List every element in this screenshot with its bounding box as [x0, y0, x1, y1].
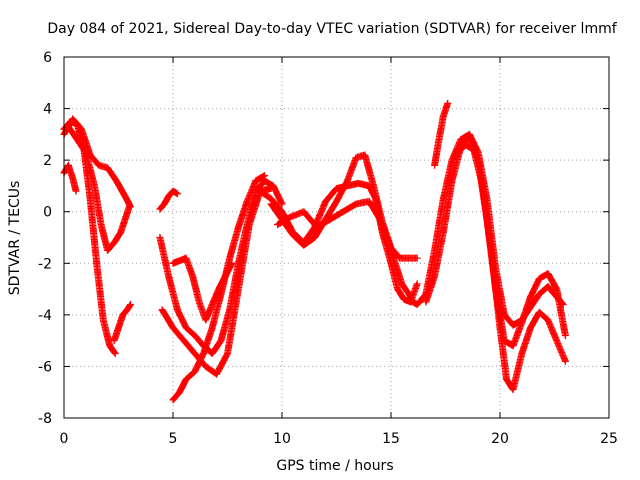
y-tick-label: 6	[43, 50, 52, 66]
series-track-c	[64, 123, 133, 254]
y-tick-label: -8	[38, 411, 52, 427]
x-tick-label: 25	[600, 431, 618, 447]
y-tick-label: -6	[38, 359, 52, 375]
y-axis-label: SDTVAR / TECUs	[7, 181, 23, 296]
y-tick-label: 4	[43, 102, 52, 118]
series-track-j	[169, 254, 236, 324]
x-tick-labels: 0 5 10 15 20 25	[60, 431, 618, 447]
x-tick-label: 20	[491, 431, 509, 447]
y-tick-labels: -8 -6 -4 -2 0 2 4 6	[38, 50, 52, 427]
plot-frame	[63, 56, 610, 419]
y-tick-label: -2	[38, 256, 52, 272]
chart-title: Day 084 of 2021, Sidereal Day-to-day VTE…	[47, 21, 617, 37]
series-track-p	[431, 99, 452, 169]
x-tick-label: 15	[382, 431, 400, 447]
series-track-f	[156, 187, 181, 213]
x-tick-label: 5	[169, 431, 178, 447]
y-tick-label: 2	[43, 153, 52, 169]
y-tick-label: 0	[43, 205, 52, 221]
series-track-m	[274, 197, 415, 301]
data-points	[60, 99, 569, 404]
series-track-e	[110, 301, 134, 345]
axis-ticks	[63, 56, 610, 419]
y-tick-label: -4	[38, 308, 52, 324]
x-tick-label: 0	[60, 431, 69, 447]
series-track-q	[452, 141, 569, 394]
x-tick-label: 10	[273, 431, 291, 447]
x-axis-label: GPS time / hours	[276, 458, 393, 474]
